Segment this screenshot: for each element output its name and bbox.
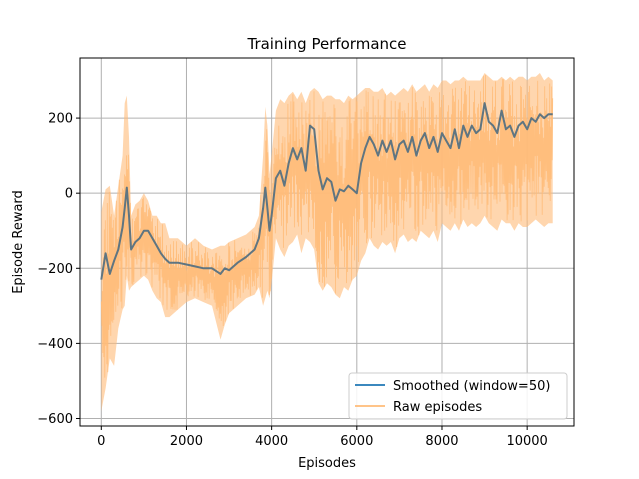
chart-title: Training Performance: [246, 35, 406, 53]
y-tick-label: −200: [37, 262, 73, 277]
smoothed-line: [100, 102, 553, 280]
plot-frame: [79, 57, 575, 427]
legend: Smoothed (window=50) Raw episodes: [348, 372, 568, 420]
smoothed-layer: [100, 102, 553, 280]
x-tick-label: 10000: [506, 434, 547, 449]
y-tick-label: 200: [48, 112, 73, 127]
y-tick-label: −600: [37, 412, 73, 427]
legend-label-raw: Raw episodes: [393, 400, 482, 415]
x-tick-label: 2000: [170, 434, 203, 449]
raw-episodes-layer: [100, 73, 554, 411]
x-axis-ticks: 0 2000 4000 6000 8000 10000: [97, 426, 548, 449]
legend-label-smoothed: Smoothed (window=50): [393, 379, 550, 394]
y-axis-ticks: −600 −400 −200 0 200: [37, 112, 80, 427]
raw-episodes-line: [100, 74, 554, 378]
x-axis-label: Episodes: [298, 456, 356, 471]
y-tick-label: −400: [37, 337, 73, 352]
y-tick-label: 0: [65, 187, 73, 202]
y-axis-label: Episode Reward: [11, 190, 26, 294]
x-tick-label: 0: [97, 434, 105, 449]
x-tick-label: 8000: [425, 434, 458, 449]
x-tick-label: 6000: [340, 434, 373, 449]
x-tick-label: 4000: [255, 434, 288, 449]
legend-box: [348, 372, 568, 420]
